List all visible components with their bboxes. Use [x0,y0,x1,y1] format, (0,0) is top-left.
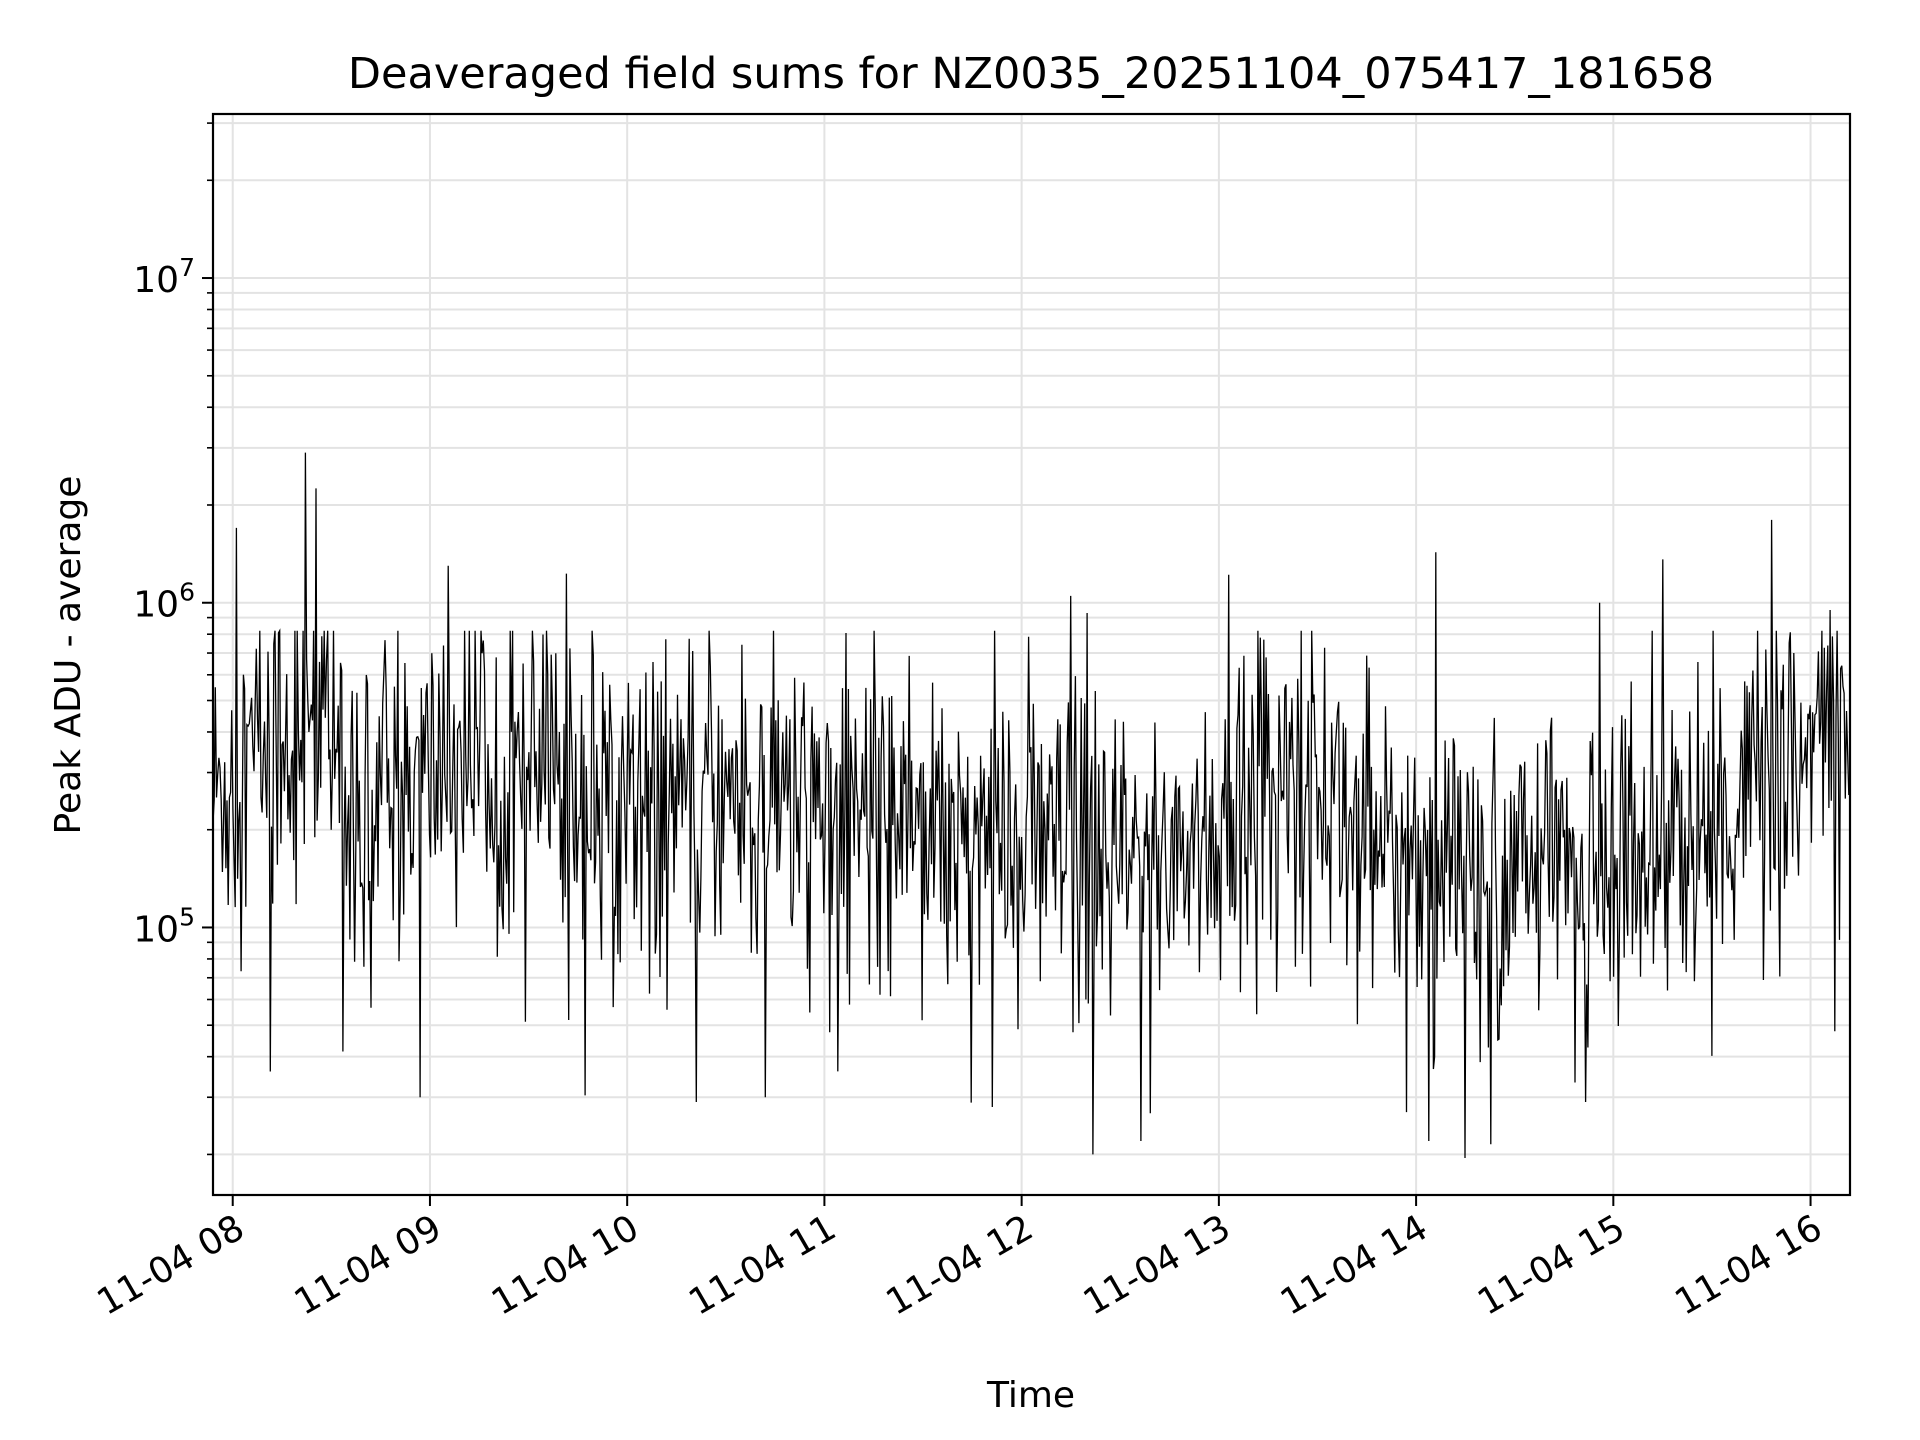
y-axis-ticks: 105 106 107 [133,122,213,1156]
y-tick-label: 105 [133,902,195,950]
series-line [212,452,1851,1159]
y-tick-label: 106 [133,578,195,626]
plot-area-frame [211,112,1852,1197]
x-axis-label: Time [986,1375,1075,1416]
y-tick-label: 107 [133,253,195,301]
data-series [212,452,1851,1159]
y-axis-label: Peak ADU - average [48,476,89,835]
chart-title: Deaveraged field sums for NZ0035_2025110… [348,49,1714,99]
